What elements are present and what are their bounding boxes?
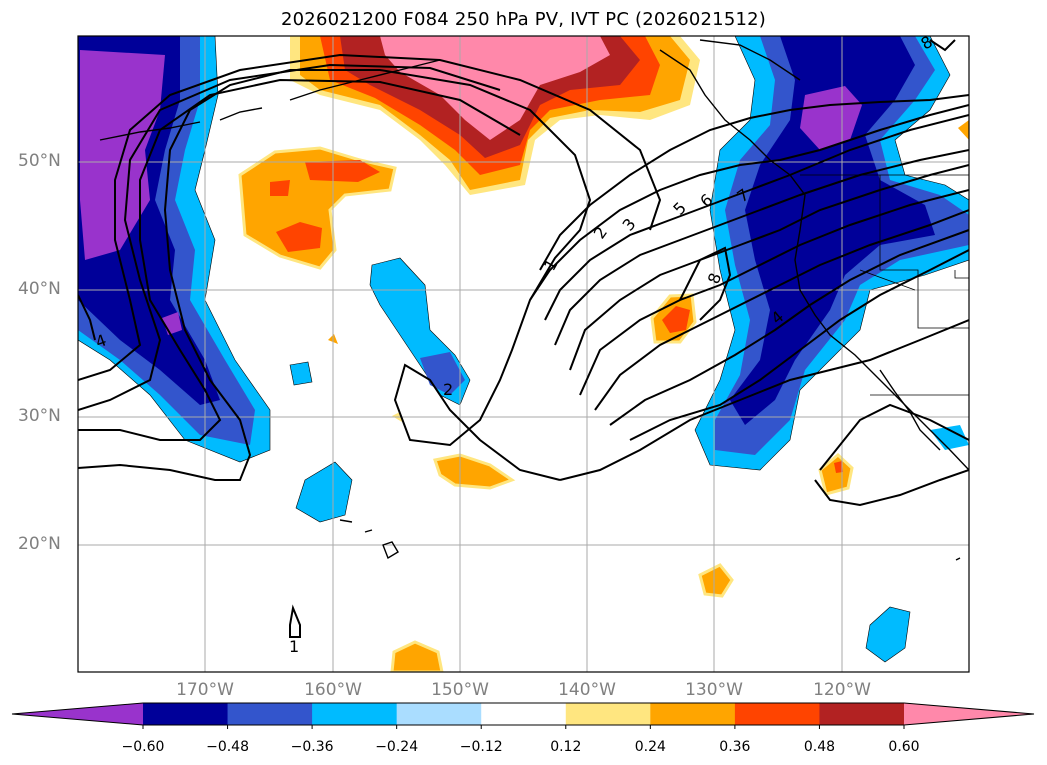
- neg-central-c: [289, 361, 313, 386]
- neg-band-east-strong: [730, 36, 935, 425]
- lat-label-50n: 50°N: [18, 151, 61, 171]
- map-frame: [77, 35, 970, 673]
- neg-central-a-mid: [420, 352, 465, 395]
- pv-anomaly-fill: [78, 36, 969, 672]
- colorbar-tick-label: 0.24: [635, 739, 666, 755]
- colorbar-tick-label: −0.12: [460, 739, 503, 755]
- lon-label-120w: 120°W: [813, 680, 871, 700]
- lon-label-130w: 130°W: [685, 680, 743, 700]
- colorbar-tick-label: 0.12: [550, 739, 581, 755]
- pos-se-mid: [834, 461, 843, 473]
- pos-west-mid-c: [276, 222, 322, 252]
- colorbar-segment: [819, 703, 905, 725]
- pos-south-c: [390, 640, 444, 672]
- ivt-contours: [78, 39, 969, 638]
- neg-spot-east-purple: [800, 86, 862, 150]
- lon-label-170w: 170°W: [176, 680, 234, 700]
- neg-southeast: [865, 606, 911, 663]
- colorbar-tick-label: 0.36: [719, 739, 750, 755]
- neg-coast-spot: [930, 425, 969, 450]
- colorbar-segment: [312, 703, 398, 725]
- colorbar-segment: [650, 703, 736, 725]
- pos-south-a: [433, 453, 516, 490]
- colorbar-tick-label: −0.24: [375, 739, 418, 755]
- colorbar-extend-high: [904, 703, 1034, 725]
- colorbar-tick-label: 0.60: [888, 739, 919, 755]
- pos-center-mid: [662, 306, 690, 333]
- colorbar-segment: [227, 703, 313, 725]
- map-title: 2026021200 F084 250 hPa PV, IVT PC (2026…: [280, 9, 767, 30]
- colorbar-segment: [396, 703, 482, 725]
- colorbar-segment: [734, 703, 820, 725]
- colorbar-segment: [565, 703, 651, 725]
- borders: [800, 174, 969, 396]
- neg-central-b: [295, 461, 353, 523]
- colorbar-tick-label: 0.48: [804, 739, 835, 755]
- colorbar-tick-label: −0.48: [206, 739, 249, 755]
- pos-south-b: [698, 563, 734, 598]
- lat-label-20n: 20°N: [18, 534, 61, 554]
- lon-label-160w: 160°W: [304, 680, 362, 700]
- colorbar-tick-label: −0.36: [291, 739, 334, 755]
- colorbar-segment: [143, 703, 229, 725]
- pos-west-mid-a: [270, 180, 290, 196]
- lon-label-140w: 140°W: [558, 680, 616, 700]
- pos-west-mid-b: [305, 160, 380, 182]
- colorbar-segment: [481, 703, 567, 725]
- gridlines: [78, 36, 969, 672]
- contour-label-2-central: 2: [443, 380, 453, 399]
- colorbar-extend-low: [12, 703, 143, 725]
- contour-label-1-south: 1: [289, 637, 299, 656]
- colorbar: −0.60 −0.48 −0.36 −0.24 −0.12 0.12 0.24 0.36 0.4…: [11, 702, 1035, 755]
- lat-label-30n: 30°N: [18, 406, 61, 426]
- pos-tiny-c: [958, 120, 969, 140]
- lat-label-40n: 40°N: [18, 279, 61, 299]
- lon-label-150w: 150°W: [431, 680, 489, 700]
- pos-se: [818, 453, 854, 496]
- colorbar-tick-label: −0.60: [122, 739, 165, 755]
